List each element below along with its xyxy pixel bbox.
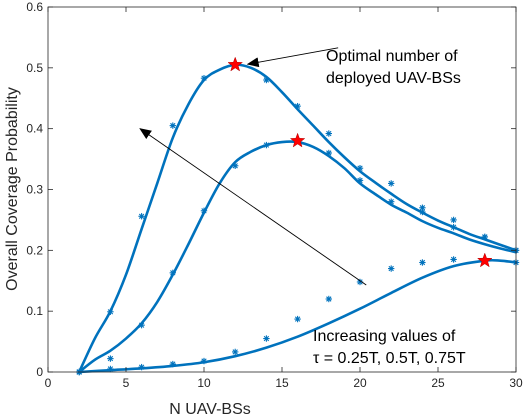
y-tick-label: 0.2 — [26, 243, 43, 257]
x-tick-label: 5 — [123, 376, 130, 390]
optimum-star-marker — [289, 132, 306, 148]
x-axis-title: N UAV-BSs — [169, 401, 251, 418]
annotation-arrow — [139, 128, 367, 286]
series-2 — [75, 132, 520, 376]
x-tick-label: 10 — [197, 376, 211, 390]
simulation-point — [138, 321, 145, 329]
simulation-point — [450, 256, 457, 263]
x-tick-label: 30 — [509, 376, 523, 390]
annotation-line: Increasing values of — [313, 328, 456, 345]
simulation-point — [231, 348, 239, 356]
y-tick-label: 0.6 — [26, 0, 43, 14]
x-tick-label: 20 — [353, 376, 367, 390]
annotation-text: Optimal number of deployed UAV-BSs — [326, 48, 461, 87]
series-3 — [75, 252, 520, 376]
optimum-star-marker — [476, 252, 493, 268]
x-tick-label: 25 — [431, 376, 445, 390]
annotation-2: Increasing values of τ = 0.25T, 0.5T, 0.7… — [139, 128, 466, 367]
simulation-point — [388, 198, 395, 205]
annotation-line: τ = 0.25T, 0.5T, 0.75T — [313, 350, 466, 367]
simulation-point — [263, 141, 270, 149]
simulation-point — [107, 355, 114, 362]
simulation-point — [263, 76, 270, 84]
simulation-point — [294, 315, 301, 323]
simulation-point — [200, 207, 208, 214]
x-tick-label: 15 — [275, 376, 289, 390]
simulation-point — [138, 363, 145, 371]
simulation-point — [325, 295, 332, 303]
simulation-point — [169, 360, 177, 368]
simulation-point — [356, 165, 364, 172]
annotation-line: Optimal number of — [326, 48, 458, 65]
plot-area — [48, 7, 516, 372]
x-tick-label: 0 — [45, 376, 52, 390]
simulation-point — [419, 208, 426, 216]
simulation-point — [138, 213, 145, 220]
simulation-point — [325, 149, 332, 157]
y-tick-label: 0.3 — [26, 183, 43, 197]
simulation-point — [419, 259, 426, 266]
simulation-point — [294, 102, 301, 110]
y-axis-title: Overall Coverage Probability — [4, 87, 21, 291]
y-tick-label: 0 — [36, 365, 43, 379]
simulation-point — [388, 180, 395, 187]
simulation-point — [107, 365, 114, 373]
simulation-point — [107, 308, 114, 315]
simulation-point — [450, 224, 457, 231]
y-tick-label: 0.1 — [26, 304, 43, 318]
optimum-star-marker — [227, 56, 244, 72]
simulation-point — [356, 177, 364, 184]
annotation-1: Optimal number of deployed UAV-BSs — [246, 47, 461, 87]
simulation-point — [481, 233, 488, 241]
simulation-point — [231, 162, 239, 169]
annotation-arrow — [246, 47, 339, 68]
simulation-point — [388, 265, 395, 272]
simulation-point — [419, 204, 426, 211]
annotation-line: deployed UAV-BSs — [326, 70, 461, 87]
analytical-curve — [77, 258, 518, 374]
simulation-point — [200, 74, 208, 82]
simulation-point — [325, 130, 332, 137]
simulation-point — [263, 335, 270, 342]
simulation-point — [169, 122, 177, 129]
simulation-point — [200, 357, 208, 365]
simulation-point — [169, 269, 177, 277]
simulation-point — [450, 216, 457, 224]
y-tick-label: 0.4 — [26, 122, 43, 136]
annotation-text: Increasing values of τ = 0.25T, 0.5T, 0.7… — [313, 328, 466, 367]
y-tick-label: 0.5 — [26, 61, 43, 75]
